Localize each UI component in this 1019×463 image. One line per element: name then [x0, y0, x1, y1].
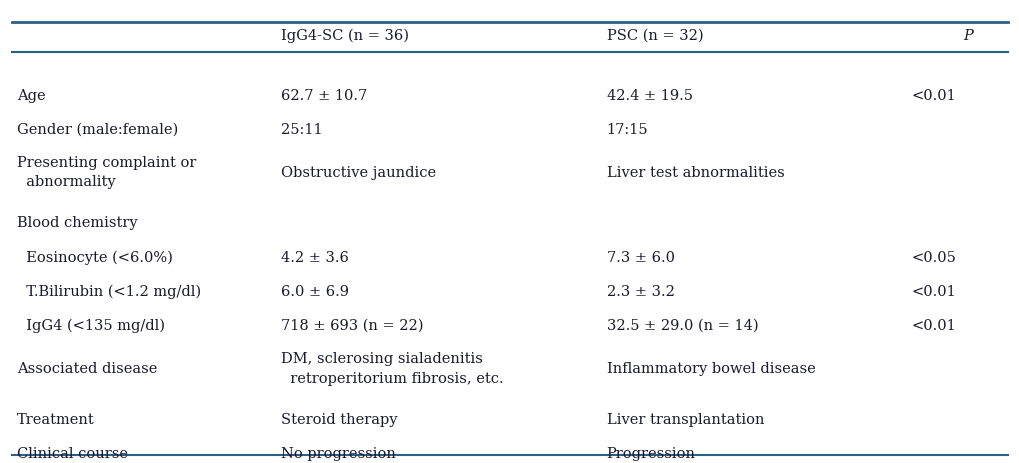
Text: 6.0 ± 6.9: 6.0 ± 6.9 [281, 285, 348, 299]
Text: 32.5 ± 29.0 (n = 14): 32.5 ± 29.0 (n = 14) [606, 319, 757, 333]
Text: <0.05: <0.05 [911, 250, 956, 264]
Text: 718 ± 693 (n = 22): 718 ± 693 (n = 22) [281, 319, 423, 333]
Text: 25:11: 25:11 [281, 123, 322, 137]
Text: Steroid therapy: Steroid therapy [281, 413, 397, 426]
Text: Associated disease: Associated disease [16, 362, 157, 376]
Text: 42.4 ± 19.5: 42.4 ± 19.5 [606, 88, 692, 102]
Text: PSC (n = 32): PSC (n = 32) [606, 29, 702, 43]
Text: P: P [962, 29, 972, 43]
Text: Eosinocyte (<6.0%): Eosinocyte (<6.0%) [16, 250, 172, 265]
Text: Clinical course: Clinical course [16, 447, 127, 461]
Text: Age: Age [16, 88, 45, 102]
Text: Inflammatory bowel disease: Inflammatory bowel disease [606, 362, 814, 376]
Text: Obstructive jaundice: Obstructive jaundice [281, 166, 436, 180]
Text: Blood chemistry: Blood chemistry [16, 216, 138, 230]
Text: 2.3 ± 3.2: 2.3 ± 3.2 [606, 285, 674, 299]
Text: 62.7 ± 10.7: 62.7 ± 10.7 [281, 88, 367, 102]
Text: Progression: Progression [606, 447, 695, 461]
Text: 7.3 ± 6.0: 7.3 ± 6.0 [606, 250, 674, 264]
Text: retroperitorium fibrosis, etc.: retroperitorium fibrosis, etc. [281, 371, 503, 386]
Text: IgG4-SC (n = 36): IgG4-SC (n = 36) [281, 28, 409, 43]
Text: Gender (male:female): Gender (male:female) [16, 123, 177, 137]
Text: abnormality: abnormality [16, 175, 115, 189]
Text: Liver test abnormalities: Liver test abnormalities [606, 166, 784, 180]
Text: Liver transplantation: Liver transplantation [606, 413, 763, 426]
Text: <0.01: <0.01 [911, 319, 956, 333]
Text: Presenting complaint or: Presenting complaint or [16, 156, 196, 170]
Text: No progression: No progression [281, 447, 395, 461]
Text: IgG4 (<135 mg/dl): IgG4 (<135 mg/dl) [16, 319, 164, 333]
Text: 17:15: 17:15 [606, 123, 648, 137]
Text: DM, sclerosing sialadenitis: DM, sclerosing sialadenitis [281, 352, 483, 366]
Text: T.Bilirubin (<1.2 mg/dl): T.Bilirubin (<1.2 mg/dl) [16, 285, 201, 299]
Text: Treatment: Treatment [16, 413, 95, 426]
Text: <0.01: <0.01 [911, 285, 956, 299]
Text: <0.01: <0.01 [911, 88, 956, 102]
Text: 4.2 ± 3.6: 4.2 ± 3.6 [281, 250, 348, 264]
